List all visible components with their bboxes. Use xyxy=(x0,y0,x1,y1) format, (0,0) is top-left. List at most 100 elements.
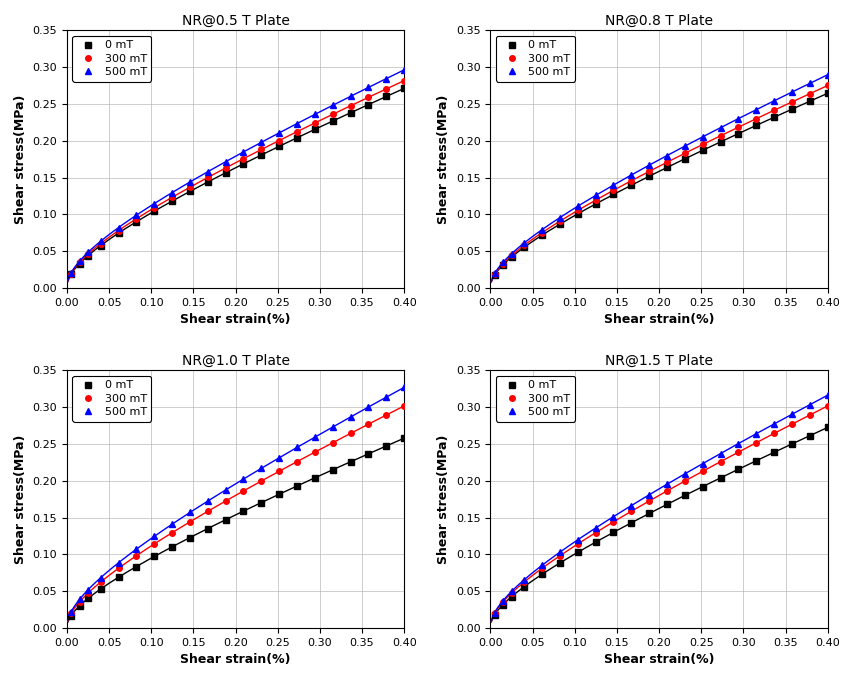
0 mT xyxy=(489,611,499,619)
300 mT xyxy=(519,241,529,250)
0 mT xyxy=(697,146,707,154)
500 mT xyxy=(733,439,743,447)
500 mT xyxy=(345,92,356,101)
0 mT xyxy=(715,474,725,482)
300 mT xyxy=(74,258,84,267)
0 mT xyxy=(166,197,177,205)
500 mT xyxy=(506,250,516,258)
300 mT xyxy=(66,609,76,617)
500 mT xyxy=(661,152,671,160)
Line: 300 mT: 300 mT xyxy=(491,83,829,277)
300 mT xyxy=(804,90,814,98)
500 mT xyxy=(310,110,320,118)
0 mT xyxy=(821,424,832,432)
300 mT xyxy=(184,517,194,526)
500 mT xyxy=(804,401,814,409)
300 mT xyxy=(589,196,600,204)
300 mT xyxy=(715,132,725,140)
0 mT xyxy=(554,559,565,567)
300 mT xyxy=(220,164,230,172)
300 mT xyxy=(256,146,266,154)
300 mT xyxy=(679,149,689,157)
500 mT xyxy=(328,423,338,431)
300 mT xyxy=(572,540,583,548)
300 mT xyxy=(804,411,814,419)
300 mT xyxy=(625,177,635,185)
Legend: 0 mT, 300 mT, 500 mT: 0 mT, 300 mT, 500 mT xyxy=(496,36,574,82)
Line: 0 mT: 0 mT xyxy=(68,435,407,618)
300 mT xyxy=(398,77,409,85)
300 mT xyxy=(506,252,516,260)
0 mT xyxy=(786,440,796,448)
0 mT xyxy=(363,101,373,109)
300 mT xyxy=(715,458,725,466)
500 mT xyxy=(202,497,212,505)
Y-axis label: Shear stress(MPa): Shear stress(MPa) xyxy=(14,95,26,224)
300 mT xyxy=(345,102,356,110)
300 mT xyxy=(274,137,284,145)
0 mT xyxy=(733,465,743,473)
0 mT xyxy=(697,483,707,491)
Title: NR@0.5 T Plate: NR@0.5 T Plate xyxy=(182,14,289,28)
0 mT xyxy=(310,125,320,133)
500 mT xyxy=(66,269,76,277)
500 mT xyxy=(821,391,832,399)
300 mT xyxy=(149,204,160,212)
0 mT xyxy=(821,89,832,97)
300 mT xyxy=(643,497,653,505)
0 mT xyxy=(607,190,618,199)
500 mT xyxy=(96,237,106,245)
Line: 0 mT: 0 mT xyxy=(491,424,829,617)
300 mT xyxy=(537,228,547,237)
500 mT xyxy=(519,576,529,584)
0 mT xyxy=(519,583,529,591)
300 mT xyxy=(256,477,266,485)
Title: NR@0.8 T Plate: NR@0.8 T Plate xyxy=(605,14,712,28)
300 mT xyxy=(292,458,302,466)
300 mT xyxy=(380,85,391,93)
300 mT xyxy=(310,448,320,456)
Title: NR@1.5 T Plate: NR@1.5 T Plate xyxy=(605,354,712,368)
500 mT xyxy=(184,178,194,186)
0 mT xyxy=(74,602,84,610)
0 mT xyxy=(131,562,142,571)
300 mT xyxy=(497,260,508,268)
500 mT xyxy=(589,524,600,532)
500 mT xyxy=(131,211,142,219)
0 mT xyxy=(537,231,547,239)
0 mT xyxy=(607,528,618,537)
0 mT xyxy=(679,492,689,500)
300 mT xyxy=(83,250,93,258)
500 mT xyxy=(643,491,653,499)
0 mT xyxy=(572,209,583,218)
300 mT xyxy=(149,540,160,548)
300 mT xyxy=(643,167,653,175)
500 mT xyxy=(380,75,391,83)
300 mT xyxy=(113,226,124,235)
500 mT xyxy=(697,460,707,468)
0 mT xyxy=(643,172,653,180)
300 mT xyxy=(66,269,76,277)
500 mT xyxy=(238,475,248,483)
0 mT xyxy=(96,241,106,250)
Line: 500 mT: 500 mT xyxy=(68,67,407,275)
0 mT xyxy=(292,482,302,490)
300 mT xyxy=(328,110,338,118)
500 mT xyxy=(537,561,547,569)
0 mT xyxy=(625,519,635,527)
500 mT xyxy=(589,191,600,199)
500 mT xyxy=(554,214,565,222)
0 mT xyxy=(220,169,230,177)
300 mT xyxy=(554,217,565,225)
0 mT xyxy=(489,271,499,279)
500 mT xyxy=(643,161,653,169)
500 mT xyxy=(149,532,160,541)
0 mT xyxy=(202,178,212,186)
300 mT xyxy=(821,402,832,410)
300 mT xyxy=(131,215,142,223)
X-axis label: Shear strain(%): Shear strain(%) xyxy=(603,653,713,666)
Y-axis label: Shear stress(MPa): Shear stress(MPa) xyxy=(437,435,450,564)
0 mT xyxy=(256,498,266,507)
500 mT xyxy=(220,486,230,494)
0 mT xyxy=(345,109,356,117)
